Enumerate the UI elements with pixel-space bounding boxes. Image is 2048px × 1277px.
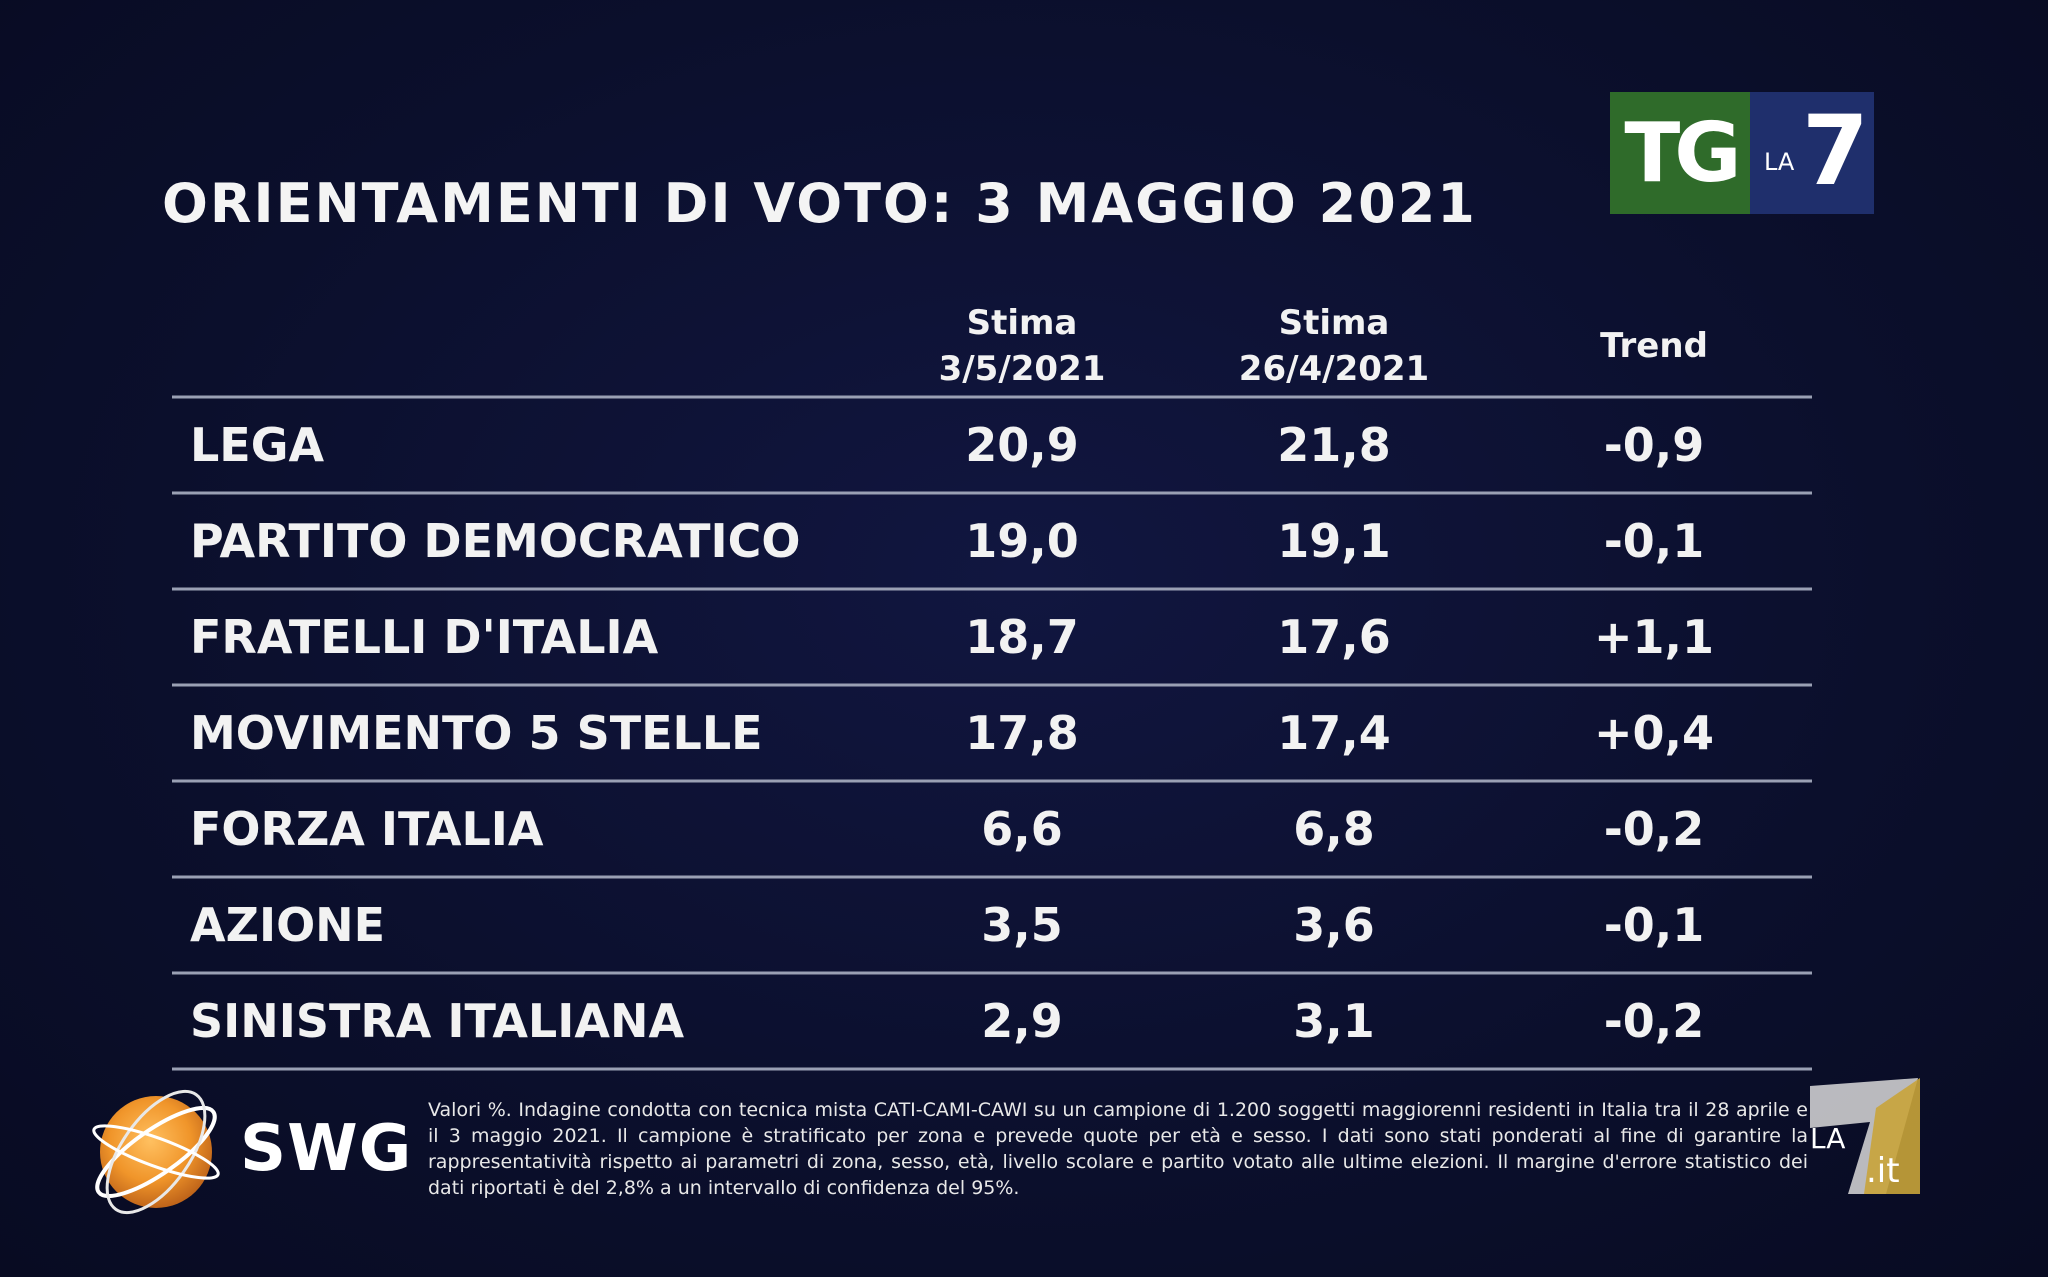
party-label: LEGA (190, 418, 324, 472)
la7-it-watermark-icon: LA .it (1810, 1078, 1920, 1194)
party-label: FRATELLI D'ITALIA (190, 610, 659, 664)
trend-value: -0,2 (1604, 994, 1705, 1048)
la7-logo-block: LA 7 (1750, 92, 1874, 214)
current-estimate: 18,7 (965, 610, 1079, 664)
current-estimate: 20,9 (965, 418, 1079, 472)
methodology-footnote: Valori %. Indagine condotta con tecnica … (428, 1099, 1808, 1199)
column-header-line2-1: 26/4/2021 (1239, 349, 1429, 389)
current-estimate: 19,0 (965, 514, 1079, 568)
previous-estimate: 17,4 (1277, 706, 1391, 760)
column-header-line1-0: Stima (967, 303, 1078, 343)
trend-value: -0,1 (1604, 514, 1705, 568)
la-logo-text: LA (1764, 148, 1795, 176)
trend-value: -0,9 (1604, 418, 1705, 472)
previous-estimate: 6,8 (1293, 802, 1375, 856)
column-header-2: Trend (1600, 326, 1708, 366)
column-header-line2-0: 3/5/2021 (939, 349, 1106, 389)
previous-estimate: 21,8 (1277, 418, 1391, 472)
previous-estimate: 19,1 (1277, 514, 1391, 568)
swg-globe-icon (92, 1089, 220, 1215)
la7it-la-text: LA (1810, 1122, 1845, 1155)
current-estimate: 17,8 (965, 706, 1079, 760)
la7it-it-text: .it (1866, 1151, 1900, 1191)
chart-title: ORIENTAMENTI DI VOTO: 3 MAGGIO 2021 (162, 172, 1477, 235)
party-label: MOVIMENTO 5 STELLE (190, 706, 763, 760)
previous-estimate: 3,6 (1293, 898, 1375, 952)
current-estimate: 2,9 (981, 994, 1063, 1048)
swg-logo-text: SWG (240, 1112, 413, 1186)
party-label: FORZA ITALIA (190, 802, 544, 856)
trend-value: -0,2 (1604, 802, 1705, 856)
seven-logo-text: 7 (1802, 95, 1869, 207)
trend-value: +1,1 (1594, 610, 1714, 664)
trend-value: +0,4 (1594, 706, 1714, 760)
party-label: AZIONE (190, 898, 385, 952)
previous-estimate: 3,1 (1293, 994, 1375, 1048)
tg-la7-logo: TG LA 7 (1610, 92, 1874, 214)
previous-estimate: 17,6 (1277, 610, 1391, 664)
column-header-line1-1: Stima (1279, 303, 1390, 343)
trend-value: -0,1 (1604, 898, 1705, 952)
tg-logo-text: TG (1610, 92, 1750, 214)
current-estimate: 6,6 (981, 802, 1063, 856)
party-label: PARTITO DEMOCRATICO (190, 514, 801, 568)
current-estimate: 3,5 (981, 898, 1063, 952)
party-label: SINISTRA ITALIANA (190, 994, 684, 1048)
